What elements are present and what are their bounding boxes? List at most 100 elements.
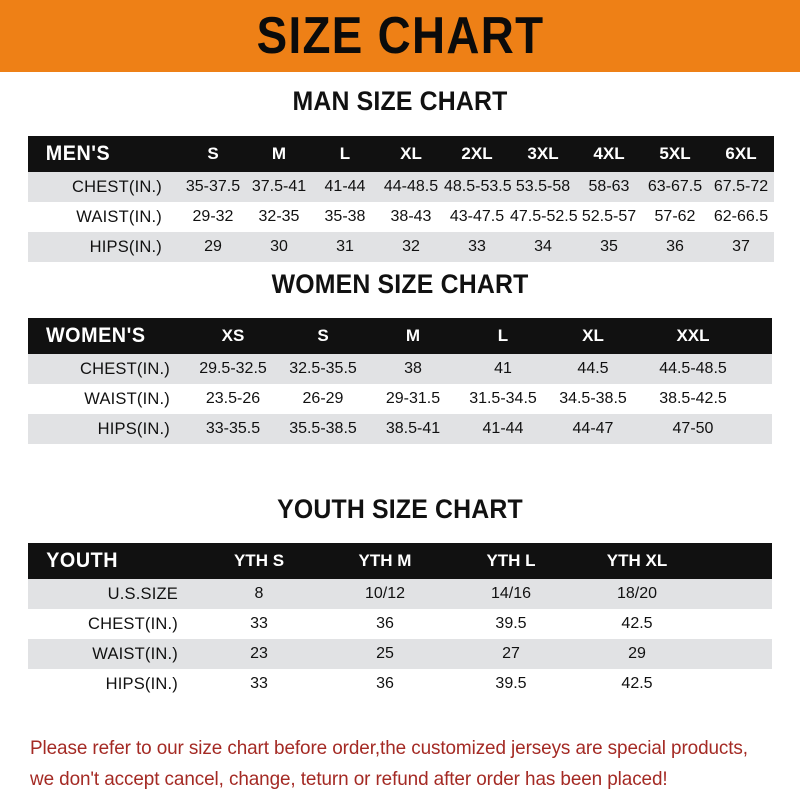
column-header: S [317, 326, 329, 345]
cell: 36 [666, 238, 684, 255]
column-header: YTH L [486, 551, 536, 570]
cell: 44-47 [572, 420, 614, 437]
cell: 33 [250, 675, 268, 692]
table-row: WAIST(IN.) 23.5-26 26-29 29-31.5 31.5-34… [28, 384, 772, 414]
men-size-table: MEN'S S M L XL 2XL 3XL 4XL 5XL 6XL CHEST… [28, 136, 774, 262]
cell: 41-44 [324, 178, 366, 195]
column-header: XL [582, 326, 604, 345]
row-label: CHEST(IN.) [80, 359, 170, 378]
row-label: HIPS(IN.) [105, 674, 178, 693]
cell-spacer [748, 414, 772, 444]
cell: 48.5-53.5 [444, 178, 512, 195]
cell: 38.5-42.5 [659, 390, 727, 407]
men-table: MEN'S S M L XL 2XL 3XL 4XL 5XL 6XL CHEST… [28, 136, 774, 262]
cell: 67.5-72 [713, 178, 769, 195]
cell: 39.5 [495, 675, 527, 692]
section-title-youth: YOUTH SIZE CHART [277, 494, 523, 524]
cell: 39.5 [495, 615, 527, 632]
column-header: L [339, 144, 351, 163]
column-header: XL [400, 144, 422, 163]
women-row-header-label: WOMEN'S [45, 324, 146, 347]
cell: 42.5 [621, 675, 653, 692]
table-row: CHEST(IN.) 35-37.5 37.5-41 41-44 44-48.5… [28, 172, 774, 202]
cell: 36 [376, 615, 394, 632]
cell-spacer [748, 384, 772, 414]
table-row: HIPS(IN.) 33 36 39.5 42.5 [28, 669, 772, 699]
cell: 29 [628, 645, 646, 662]
column-header: XXL [676, 326, 710, 345]
row-label: U.S.SIZE [107, 584, 178, 603]
cell-spacer [700, 579, 772, 609]
column-header: 2XL [461, 144, 493, 163]
cell: 38 [404, 360, 422, 377]
cell: 18/20 [616, 585, 658, 602]
cell: 44-48.5 [383, 178, 439, 195]
page-title: SIZE CHART [256, 7, 544, 65]
cell: 41-44 [482, 420, 524, 437]
cell: 35-38 [324, 208, 366, 225]
cell: 26-29 [302, 390, 344, 407]
cell: 42.5 [621, 615, 653, 632]
column-header: YTH M [358, 551, 412, 570]
table-header-row: YOUTH YTH S YTH M YTH L YTH XL [28, 543, 772, 579]
cell: 36 [376, 675, 394, 692]
table-row: CHEST(IN.) 29.5-32.5 32.5-35.5 38 41 44.… [28, 354, 772, 384]
column-header: XS [221, 326, 245, 345]
cell: 35.5-38.5 [289, 420, 357, 437]
cell: 32-35 [258, 208, 300, 225]
cell: 35 [600, 238, 618, 255]
row-label: CHEST(IN.) [88, 614, 178, 633]
cell: 58-63 [588, 178, 630, 195]
row-label: WAIST(IN.) [84, 389, 170, 408]
section-title-women: WOMEN SIZE CHART [271, 269, 529, 299]
cell: 29-31.5 [385, 390, 441, 407]
column-header: L [497, 326, 509, 345]
cell: 34.5-38.5 [559, 390, 627, 407]
cell: 25 [376, 645, 394, 662]
cell: 47.5-52.5 [510, 208, 578, 225]
page-banner: SIZE CHART [0, 0, 800, 72]
youth-table: YOUTH YTH S YTH M YTH L YTH XL U.S.SIZE … [28, 543, 772, 699]
column-header: S [207, 144, 219, 163]
column-header: YTH XL [606, 551, 668, 570]
cell: 43-47.5 [449, 208, 505, 225]
table-row: HIPS(IN.) 29 30 31 32 33 34 35 36 37 [28, 232, 774, 262]
cell: 33-35.5 [205, 420, 261, 437]
cell-spacer [748, 354, 772, 384]
table-row: CHEST(IN.) 33 36 39.5 42.5 [28, 609, 772, 639]
cell: 34 [534, 238, 552, 255]
row-label: CHEST(IN.) [72, 177, 162, 196]
table-row: WAIST(IN.) 29-32 32-35 35-38 38-43 43-47… [28, 202, 774, 232]
cell: 14/16 [490, 585, 532, 602]
cell: 37 [732, 238, 750, 255]
row-label: WAIST(IN.) [92, 644, 178, 663]
disclaimer-text: Please refer to our size chart before or… [30, 733, 753, 795]
cell: 57-62 [654, 208, 696, 225]
cell: 38.5-41 [385, 420, 441, 437]
cell: 31.5-34.5 [469, 390, 537, 407]
cell: 23 [250, 645, 268, 662]
youth-size-table: YOUTH YTH S YTH M YTH L YTH XL U.S.SIZE … [28, 543, 772, 699]
women-table: WOMEN'S XS S M L XL XXL CHEST(IN.) 29.5-… [28, 318, 772, 444]
header-spacer [700, 543, 772, 579]
column-header: M [271, 144, 287, 163]
cell: 33 [468, 238, 486, 255]
cell: 23.5-26 [205, 390, 261, 407]
cell: 8 [254, 585, 264, 602]
cell: 53.5-58 [515, 178, 571, 195]
men-row-header-label: MEN'S [45, 142, 111, 165]
cell: 63-67.5 [647, 178, 703, 195]
table-row: WAIST(IN.) 23 25 27 29 [28, 639, 772, 669]
column-header: M [405, 326, 421, 345]
youth-row-header-label: YOUTH [46, 549, 119, 572]
disclaimer-line-2: we don't accept cancel, change, teturn o… [30, 768, 668, 790]
column-header: 6XL [725, 144, 757, 163]
cell: 37.5-41 [251, 178, 307, 195]
column-header: 3XL [527, 144, 559, 163]
cell: 30 [270, 238, 288, 255]
header-spacer [748, 318, 772, 354]
cell: 44.5 [577, 360, 609, 377]
row-label: HIPS(IN.) [89, 237, 162, 256]
section-title-men: MAN SIZE CHART [292, 86, 508, 116]
